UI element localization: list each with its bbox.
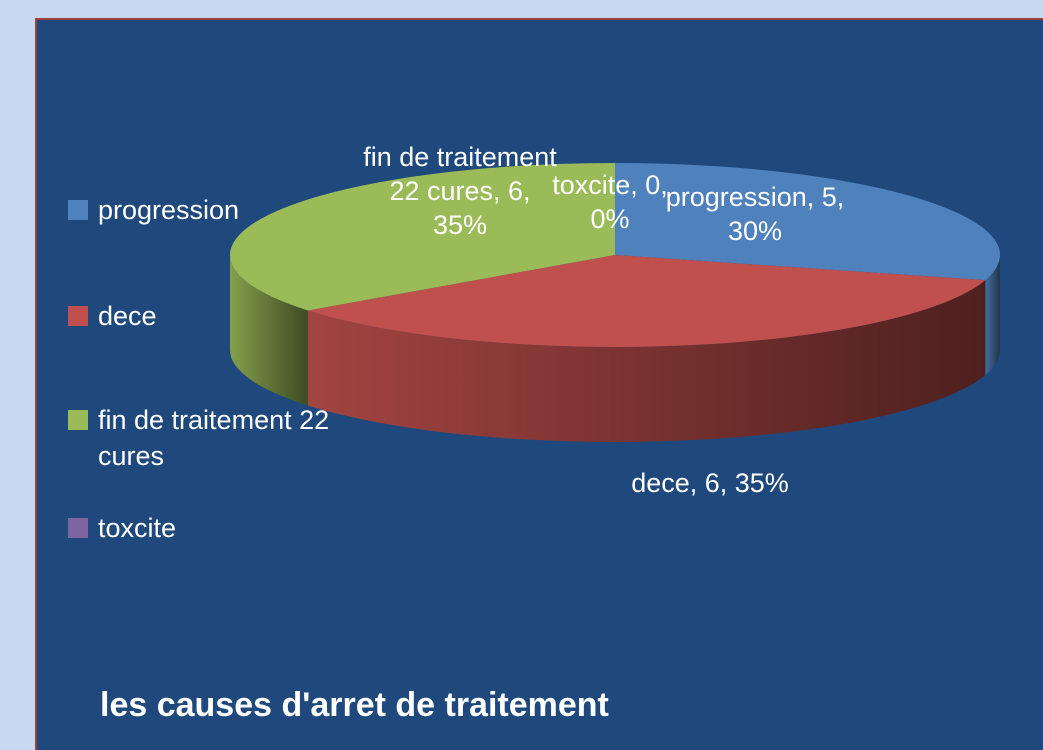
legend-swatch (68, 200, 88, 220)
legend-swatch (68, 410, 88, 430)
data-label: toxcite, 0, 0% (552, 170, 668, 234)
data-label: fin de traitement 22 cures, 6, 35% (363, 142, 557, 240)
slice-side (230, 255, 308, 406)
legend-label: progression (98, 195, 240, 225)
legend-swatch (68, 518, 88, 538)
slice (307, 255, 986, 347)
slice (229, 163, 615, 311)
data-label: progression, 5, 30% (665, 182, 845, 246)
legend-label: dece (98, 301, 157, 331)
slice (615, 163, 1000, 281)
data-label: dece, 6, 35% (631, 468, 789, 498)
chart-title: les causes d'arret de traitement (100, 686, 609, 724)
legend-swatch (68, 306, 88, 326)
slice-side (985, 255, 1000, 376)
legend-label: toxcite (98, 513, 177, 543)
slice-side (307, 280, 986, 442)
legend-label: fin de traitement 22 cures (98, 405, 330, 471)
